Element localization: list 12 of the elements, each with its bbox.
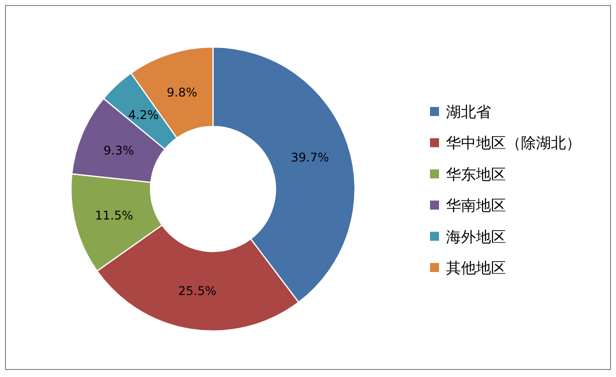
legend-label: 其他地区 xyxy=(446,259,506,277)
data-label: 9.8% xyxy=(166,86,198,100)
data-label: 9.3% xyxy=(104,143,134,158)
data-label: 4.2% xyxy=(128,108,159,122)
legend-label: 海外地区 xyxy=(446,228,506,246)
legend-label: 华南地区 xyxy=(446,196,506,215)
legend-label: 湖北省 xyxy=(446,103,491,121)
legend-label: 华东地区 xyxy=(446,165,506,184)
data-label: 39.7% xyxy=(290,150,329,164)
data-label: 25.5% xyxy=(178,284,216,298)
data-label: 11.5% xyxy=(94,208,134,223)
legend-label: 华中地区（除湖北） xyxy=(446,134,581,152)
